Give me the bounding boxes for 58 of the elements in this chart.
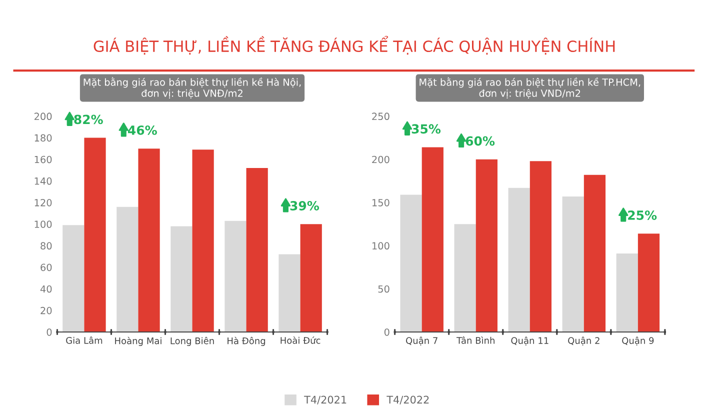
annotation: 60% <box>466 136 495 146</box>
y-tick-label: 80 <box>40 242 52 250</box>
x-tick-label: Hà Đông <box>228 336 266 346</box>
x-tick-label: Quận 11 <box>511 336 548 346</box>
y-tick-label: 100 <box>372 242 390 250</box>
y-tick-label: 150 <box>372 199 390 206</box>
annotation: 82% <box>74 114 103 124</box>
bar <box>246 168 268 332</box>
bar <box>508 188 530 332</box>
y-tick-label: 250 <box>372 112 390 120</box>
chart-title: GIÁ BIỆT THỰ, LIỀN KỀ TĂNG ĐÁNG KỂ TẠI CÁC QUẬN HUYỆN CHÍNH <box>94 36 615 55</box>
bar <box>192 150 214 332</box>
y-tick-label: 200 <box>372 156 390 164</box>
y-tick-label: 0 <box>384 328 390 336</box>
bar <box>422 147 444 332</box>
legend-label: T4/2022 <box>386 396 429 404</box>
chart-subtitle: Mặt bằng giá rao bán biệt thự liền kề Hà Nội, đơn vị: triệu VNĐ/m2 <box>84 77 301 99</box>
y-tick-label: 140 <box>34 177 52 185</box>
x-tick-label: Hoài Đức <box>280 336 320 344</box>
bar <box>616 253 638 332</box>
bar <box>84 138 106 332</box>
x-tick-label: Quận 9 <box>622 336 654 346</box>
y-tick-label: 20 <box>40 306 52 314</box>
bar <box>62 225 84 332</box>
x-tick-label: Hoàng Mai <box>115 336 162 346</box>
bar <box>224 220 246 332</box>
y-tick-label: 100 <box>34 220 52 228</box>
x-tick-label: Quận 2 <box>568 336 600 346</box>
y-tick-label: 60 <box>40 264 52 272</box>
y-tick-label: 180 <box>34 134 52 142</box>
bar <box>278 254 300 332</box>
x-tick-label: Gia Lâm <box>66 336 102 344</box>
x-tick-label: Quận 7 <box>406 336 438 346</box>
chart-subtitle: Mặt bằng giá rao bán biệt thự liền kề TP.HCM, đơn vị: triệu VND/m2 <box>420 77 640 99</box>
y-tick-label: 40 <box>40 285 52 293</box>
annotation: 35% <box>412 124 441 134</box>
y-tick-label: 50 <box>378 285 390 293</box>
bar <box>638 234 660 332</box>
x-tick-label: Long Biên <box>170 336 214 346</box>
legend-label: T4/2021 <box>304 396 346 404</box>
annotation: 39% <box>290 201 320 210</box>
bar <box>300 224 322 332</box>
bar <box>400 194 422 332</box>
y-tick-label: 120 <box>34 199 52 206</box>
bar <box>584 174 606 332</box>
bar <box>476 159 498 332</box>
bar <box>562 196 584 332</box>
y-tick-label: 0 <box>46 328 52 336</box>
bar <box>530 161 552 332</box>
bar <box>116 206 138 332</box>
y-tick-label: 200 <box>34 112 52 120</box>
y-tick-label: 160 <box>34 156 52 164</box>
bar <box>138 148 160 332</box>
annotation: 46% <box>128 125 157 135</box>
bar <box>454 224 476 332</box>
bar <box>170 226 192 332</box>
annotation: 25% <box>628 210 657 220</box>
x-tick-label: Tân Bình <box>456 336 494 344</box>
